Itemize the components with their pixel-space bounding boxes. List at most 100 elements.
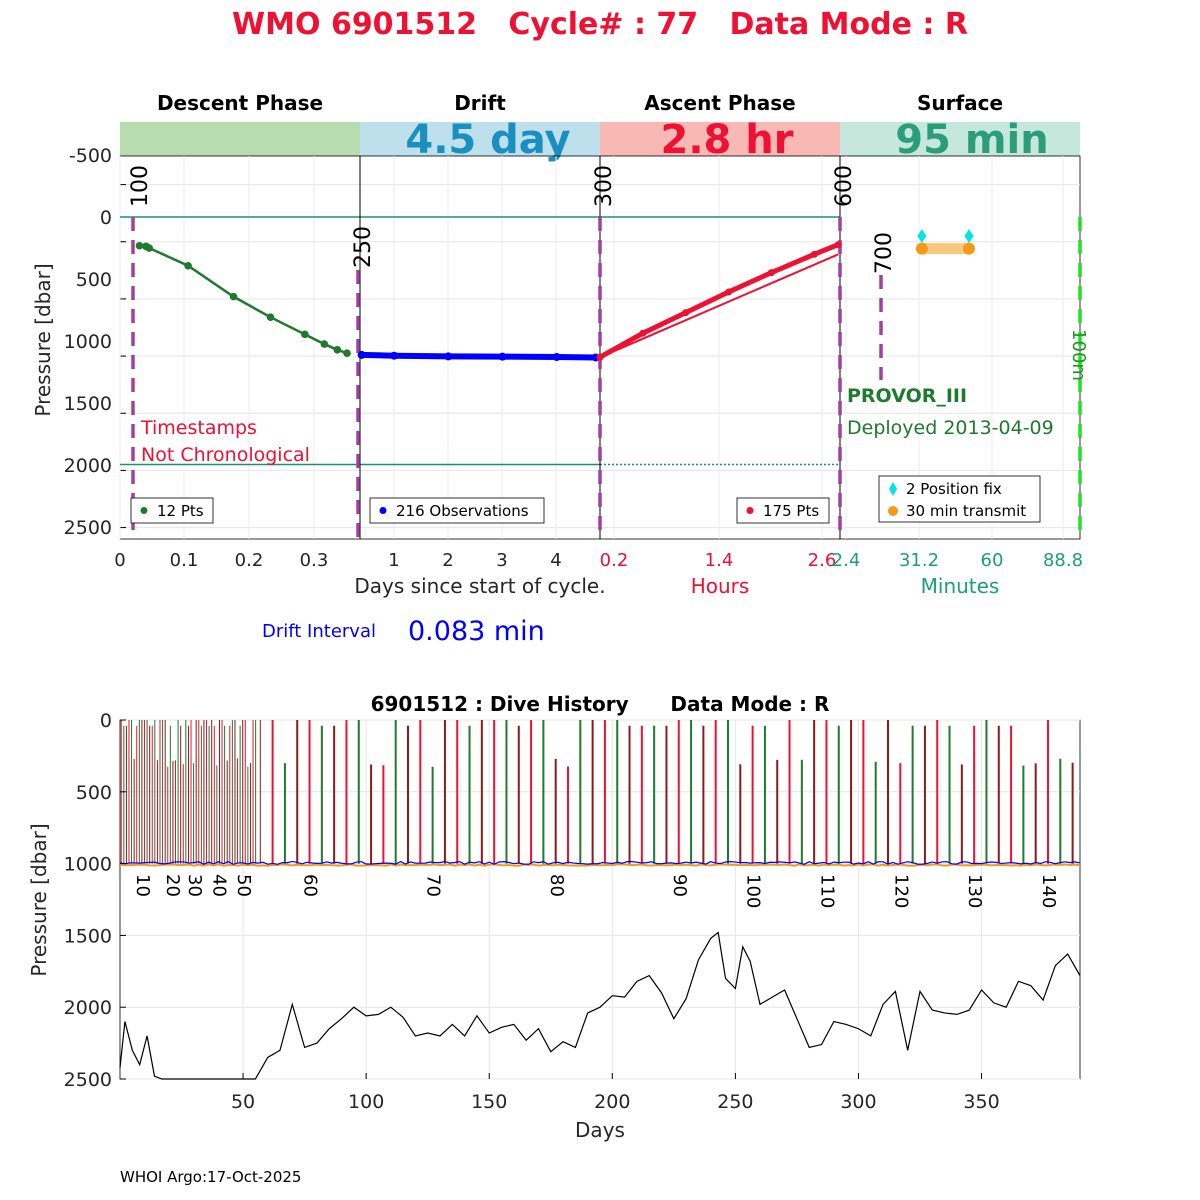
series-layer xyxy=(135,229,975,362)
history-x-tick-label: 100 xyxy=(348,1091,384,1113)
footer-credit: WHOI Argo:17-Oct-2025 xyxy=(120,1168,301,1186)
x-tick-days: 2 xyxy=(442,550,453,571)
cycle-number-label: 100 xyxy=(743,874,764,908)
descent-point xyxy=(333,345,342,354)
park-pressure-line xyxy=(119,863,1081,867)
legend-label: 175 Pts xyxy=(763,502,819,520)
legend-marker xyxy=(140,507,148,514)
x-tick-minutes: 2.4 xyxy=(832,550,861,571)
ascent-line-secondary xyxy=(599,253,839,359)
band-surface-duration: 95 min xyxy=(895,117,1048,163)
ascent-point xyxy=(682,309,690,317)
note-timestamps: Timestamps xyxy=(140,417,257,439)
history-y-tick-label: 1500 xyxy=(64,925,112,947)
surface-transmit-point xyxy=(962,242,975,255)
ascent-point xyxy=(596,353,604,361)
legend-marker xyxy=(889,482,897,496)
x-label-hours: Hours xyxy=(691,574,750,598)
cycle-number-label: 90 xyxy=(669,874,690,897)
vmarker-label: 250 xyxy=(351,226,376,268)
top-y-tick-label: 1000 xyxy=(64,331,112,353)
descent-line xyxy=(139,244,348,355)
legend-label: 2 Position fix xyxy=(906,480,1002,498)
legend-ascent: 175 Pts xyxy=(736,497,830,524)
vmarker-label: 600 xyxy=(832,165,857,207)
descent-point xyxy=(184,261,192,270)
x-tick-days: 0.3 xyxy=(300,550,329,571)
legend-descent: 12 Pts xyxy=(130,497,214,524)
ascent-point xyxy=(767,269,775,277)
drift-point xyxy=(498,352,507,361)
history-y-tick-label: 500 xyxy=(76,782,112,804)
top-y-tick-label: 2000 xyxy=(64,455,112,477)
x-tick-days: 4 xyxy=(550,550,561,571)
cycle-number-label: 10 xyxy=(132,874,153,897)
top-y-tick-label: -500 xyxy=(69,145,112,167)
legend-marker xyxy=(746,507,754,514)
x-tick-hours: 2.6 xyxy=(808,550,837,571)
vmarker-label: 100 xyxy=(128,165,153,207)
legend-label: 12 Pts xyxy=(157,502,204,520)
x-label-minutes: Minutes xyxy=(921,574,1000,598)
band-ascent-duration: 2.8 hr xyxy=(661,117,794,163)
top-y-tick-label: 0 xyxy=(100,207,112,229)
history-y-tick-label: 0 xyxy=(100,710,112,732)
drift-pressure-line xyxy=(119,860,1081,865)
descent-point xyxy=(145,244,153,252)
history-layer: 10 20 30 40 50 60 70 80 90 100 110 120 130 140 xyxy=(119,720,1081,1080)
descent-point xyxy=(266,313,275,322)
x-tick-minutes: 31.2 xyxy=(899,550,939,571)
x-tick-days: 0 xyxy=(114,550,125,571)
vmarker-label: 100m xyxy=(1068,329,1089,381)
cycle-number-label: 70 xyxy=(423,874,444,897)
surface-transmit-point xyxy=(915,242,928,255)
history-grid xyxy=(120,719,1080,1080)
history-x-tick-label: 300 xyxy=(840,1091,876,1113)
note-float-type: PROVOR_III xyxy=(847,385,967,407)
phase-label-descent: Descent Phase xyxy=(157,91,323,115)
top-y-axis-label: Pressure [dbar] xyxy=(31,263,55,416)
cycle-number-label: 30 xyxy=(184,874,205,897)
vmarker-label: 700 xyxy=(872,232,897,274)
drift-point xyxy=(390,351,399,360)
note-not-chronological: Not Chronological xyxy=(141,444,310,466)
history-panel: 6901512 : Dive History Data Mode : R 10 2… xyxy=(27,692,1081,1142)
legend-marker xyxy=(888,506,898,516)
x-tick-minutes: 60 xyxy=(981,550,1004,571)
history-axis: 50 100 150 200 250 300 350 0 500 1000 1500 2000 2500 xyxy=(64,710,1000,1113)
legend-surface: 2 Position fix 30 min transmit xyxy=(878,475,1041,523)
x-label-days: Days since start of cycle. xyxy=(354,574,605,598)
history-y-tick-label: 1000 xyxy=(64,854,112,876)
history-x-tick-label: 150 xyxy=(471,1091,507,1113)
x-tick-hours: 1.4 xyxy=(705,550,734,571)
ascent-point xyxy=(639,329,647,337)
drift-point xyxy=(552,352,561,361)
cycle-number-label: 140 xyxy=(1038,874,1059,908)
ascent-point xyxy=(810,250,818,258)
cycle-number-label: 40 xyxy=(209,874,230,897)
descent-point xyxy=(301,330,309,339)
legend-label: 30 min transmit xyxy=(906,502,1026,520)
band-drift xyxy=(360,122,600,156)
top-y-tick-label: 1500 xyxy=(64,393,112,415)
history-y-tick-label: 2500 xyxy=(64,1069,112,1091)
cycle-number-label: 50 xyxy=(233,874,254,897)
x-tick-hours: 0.2 xyxy=(600,550,629,571)
x-tick-minutes: 88.8 xyxy=(1043,550,1083,571)
position-fix-marker xyxy=(964,229,974,244)
history-x-tick-label: 200 xyxy=(594,1091,630,1113)
cycle-number-label: 60 xyxy=(300,874,321,897)
band-drift-duration: 4.5 day xyxy=(405,117,570,163)
top-panel: Descent Phase Drift Ascent Phase Surface… xyxy=(31,91,1089,647)
bathymetry-line xyxy=(119,931,1081,1080)
ascent-point xyxy=(725,288,733,296)
drift-interval-value: 0.083 min xyxy=(408,616,545,647)
history-x-axis-label: Days xyxy=(575,1118,625,1142)
cycle-number-label: 120 xyxy=(890,874,911,908)
phase-label-surface: Surface xyxy=(917,91,1003,115)
x-tick-days: 0.2 xyxy=(235,550,264,571)
x-tick-days: 3 xyxy=(496,550,507,571)
history-x-tick-label: 50 xyxy=(231,1091,255,1113)
ascent-point xyxy=(834,241,842,249)
